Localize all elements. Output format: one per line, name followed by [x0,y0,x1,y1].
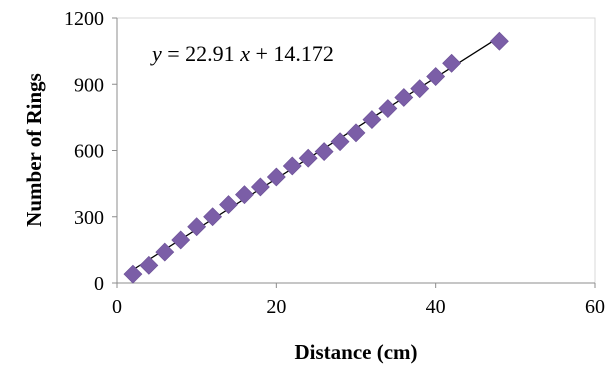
plot-frame [116,17,596,284]
data-point [442,53,462,73]
data-points [123,31,509,284]
x-axis-ticks: 0 20 40 60 [112,283,605,318]
data-point [139,255,159,275]
equation-const: + 14.172 [250,41,334,66]
data-point [378,99,398,118]
data-point [330,132,350,152]
data-point [171,230,191,250]
y-tick-label: 300 [74,207,104,229]
equation-y: y [150,41,162,66]
data-point [203,207,223,227]
x-tick-label: 20 [266,296,286,318]
x-tick-label: 60 [585,296,605,318]
data-point [394,88,414,107]
equation-x: x [239,41,250,66]
x-tick-label: 0 [112,296,122,318]
y-axis-ticks: 0 300 600 900 1200 [64,8,117,295]
x-axis-title: Distance (cm) [294,340,417,364]
data-point [314,142,334,162]
y-axis-title: Number of Rings [22,73,46,227]
data-point [155,242,175,262]
data-point [298,148,318,168]
y-tick-label: 600 [74,141,104,163]
y-tick-label: 1200 [64,8,104,30]
x-tick-label: 40 [426,296,446,318]
data-point [250,177,270,197]
data-point [123,264,143,284]
data-point [426,67,446,86]
data-point [266,167,286,187]
data-point [235,185,254,205]
y-tick-label: 900 [74,74,104,96]
data-point [489,31,509,51]
data-point [219,195,238,215]
data-point [362,110,382,130]
equation-coef: = 22.91 [162,41,240,66]
plot-area [116,17,596,284]
y-tick-label: 0 [94,273,104,295]
data-point [410,79,430,99]
equation-label: y = 22.91 x + 14.172 [150,41,334,66]
data-point [187,217,207,237]
data-point [346,123,366,143]
data-point [282,156,302,176]
